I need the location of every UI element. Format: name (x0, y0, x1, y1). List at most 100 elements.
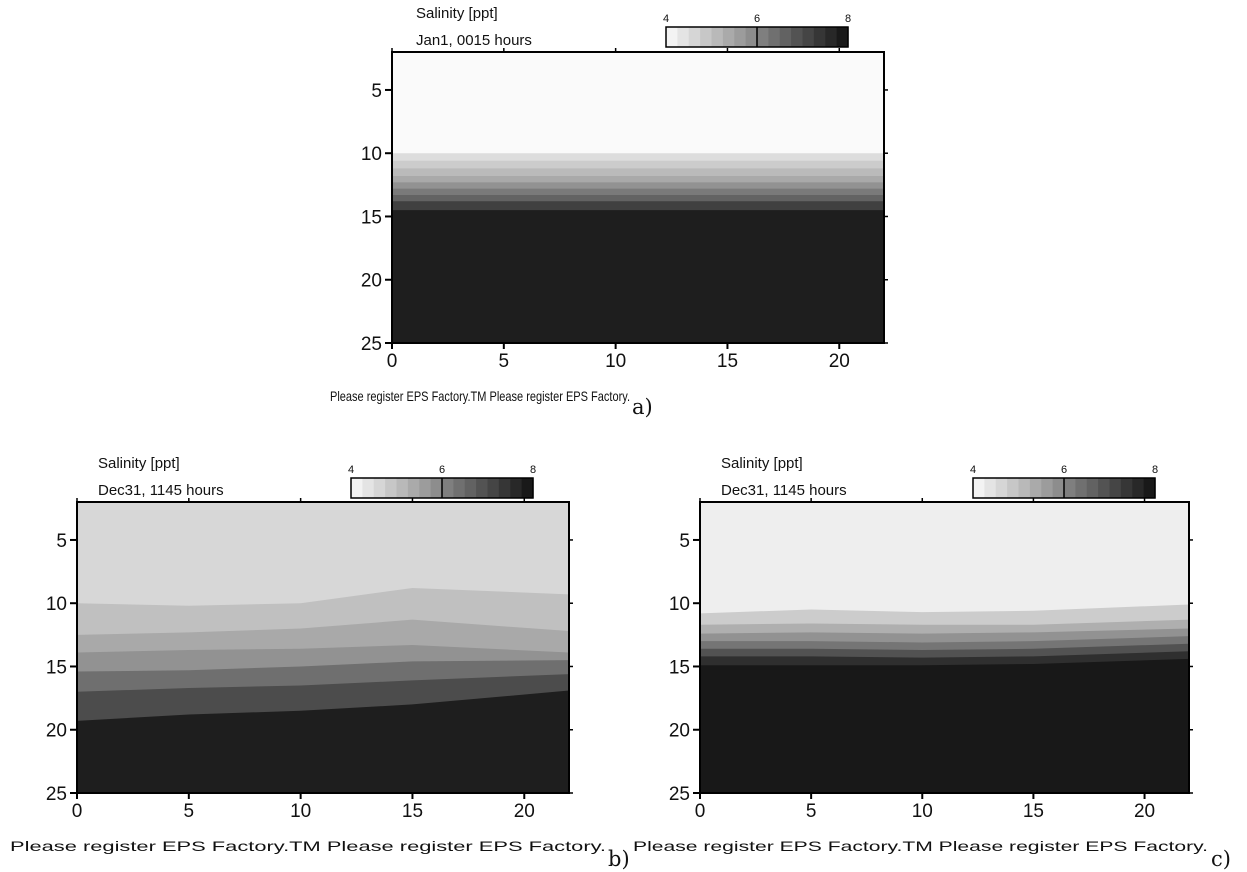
colorbar-swatch (1132, 478, 1145, 498)
colorbar-swatch (802, 27, 815, 47)
colorbar-swatch (734, 27, 747, 47)
panel-b: Salinity [ppt] Dec31, 1145 hours 4 6 8 5 10… (10, 455, 630, 871)
panel-c-subtitle: Dec31, 1145 hours (721, 482, 847, 499)
colorbar-swatch (1052, 478, 1065, 498)
colorbar-swatch (419, 478, 432, 498)
colorbar-swatch (362, 478, 375, 498)
colorbar-swatch (442, 478, 454, 498)
panel-b-layers (77, 502, 569, 793)
x-tick-label: 15 (1023, 801, 1044, 822)
x-tick-label: 10 (290, 801, 311, 822)
y-tick-label: 10 (46, 594, 67, 615)
y-tick-label: 25 (46, 784, 67, 805)
x-tick-label: 20 (514, 801, 535, 822)
colorbar-swatch (1120, 478, 1133, 498)
panel-c-plot: 5 10 15 20 250 5 10 15 20 (669, 498, 1193, 822)
y-tick-label: 5 (56, 531, 67, 552)
colorbar-swatch (677, 27, 690, 47)
colorbar-swatch (791, 27, 804, 47)
colorbar-swatch (1098, 478, 1111, 498)
plot-frame (391, 51, 885, 344)
panel-c-xlabel: Please register EPS Factory.TM Please re… (633, 838, 1208, 854)
colorbar-swatch (1029, 478, 1042, 498)
panel-a: Salinity [ppt] Jan1, 0015 hours 4 6 8 5 10 1… (330, 5, 888, 419)
colorbar-swatch (779, 27, 792, 47)
y-tick-label: 10 (361, 144, 382, 165)
colorbar-swatch (825, 27, 838, 47)
plot-frame (699, 501, 1190, 794)
colorbar-swatch (498, 478, 511, 498)
salinity-layer (77, 690, 569, 793)
x-tick-label: 15 (402, 801, 423, 822)
x-tick-label: 0 (695, 801, 706, 822)
colorbar-swatch (813, 27, 826, 47)
colorbar-swatch (973, 478, 985, 498)
x-tick-label: 10 (912, 801, 933, 822)
colorbar-swatch (1143, 478, 1156, 498)
y-tick-label: 20 (46, 721, 67, 742)
colorbar-swatch (1041, 478, 1054, 498)
panel-c: Salinity [ppt] Dec31, 1145 hours 4 6 8 5 10… (633, 455, 1231, 871)
panel-b-subtitle: Dec31, 1145 hours (98, 482, 224, 499)
colorbar-swatch (1018, 478, 1031, 498)
y-tick-label: 20 (669, 721, 690, 742)
y-tick-label: 5 (679, 531, 690, 552)
colorbar-swatch (688, 27, 701, 47)
y-tick-label: 25 (361, 334, 382, 355)
colorbar-tick-label: 4 (970, 464, 976, 476)
panel-a-title: Salinity [ppt] (416, 5, 498, 22)
panel-a-layers (392, 52, 884, 343)
x-tick-label: 0 (387, 351, 398, 372)
colorbar-swatch (487, 478, 500, 498)
colorbar-swatch (1007, 478, 1020, 498)
panel-b-xlabel: Please register EPS Factory.TM Please re… (10, 838, 606, 854)
colorbar-tick-label: 8 (845, 13, 851, 25)
panel-a-xlabel: Please register EPS Factory.TM Please re… (330, 388, 630, 404)
colorbar-swatch (1109, 478, 1122, 498)
colorbar-swatch (453, 478, 466, 498)
salinity-layer (700, 658, 1189, 793)
panel-a-subtitle: Jan1, 0015 hours (416, 32, 532, 49)
colorbar-swatch (722, 27, 735, 47)
panel-c-title: Salinity [ppt] (721, 455, 803, 472)
y-tick-label: 15 (669, 657, 690, 678)
y-tick-label: 10 (669, 594, 690, 615)
x-tick-label: 5 (499, 351, 510, 372)
panel-c-label: c) (1211, 847, 1231, 871)
x-tick-label: 5 (806, 801, 817, 822)
panel-b-colorbar: 4 6 8 (348, 464, 536, 499)
panel-a-plot: 5 10 15 20 250 5 10 15 20 (361, 48, 888, 372)
panel-b-title: Salinity [ppt] (98, 455, 180, 472)
x-tick-label: 20 (1134, 801, 1155, 822)
colorbar-swatch (995, 478, 1008, 498)
colorbar-swatch (373, 478, 386, 498)
plot-frame (76, 501, 570, 794)
colorbar-tick-label: 4 (663, 13, 669, 25)
salinity-layer (392, 210, 884, 343)
colorbar-swatch (700, 27, 713, 47)
colorbar-swatch (521, 478, 534, 498)
colorbar-swatch (396, 478, 409, 498)
x-tick-label: 5 (184, 801, 195, 822)
colorbar-swatch (430, 478, 443, 498)
panel-c-layers (700, 502, 1189, 793)
y-tick-label: 15 (361, 207, 382, 228)
panel-b-label: b) (608, 847, 630, 871)
y-tick-label: 25 (669, 784, 690, 805)
colorbar-swatch (666, 27, 678, 47)
x-tick-label: 20 (829, 351, 850, 372)
colorbar-swatch (385, 478, 398, 498)
x-tick-label: 10 (605, 351, 626, 372)
x-tick-label: 0 (72, 801, 83, 822)
y-tick-label: 15 (46, 657, 67, 678)
panel-a-label: a) (632, 395, 653, 419)
colorbar-swatch (768, 27, 781, 47)
x-tick-label: 15 (717, 351, 738, 372)
y-tick-label: 20 (361, 271, 382, 292)
colorbar-swatch (836, 27, 849, 47)
colorbar-swatch (711, 27, 724, 47)
panel-c-colorbar: 4 6 8 (970, 464, 1158, 499)
colorbar-swatch (1075, 478, 1088, 498)
colorbar-swatch (984, 478, 997, 498)
